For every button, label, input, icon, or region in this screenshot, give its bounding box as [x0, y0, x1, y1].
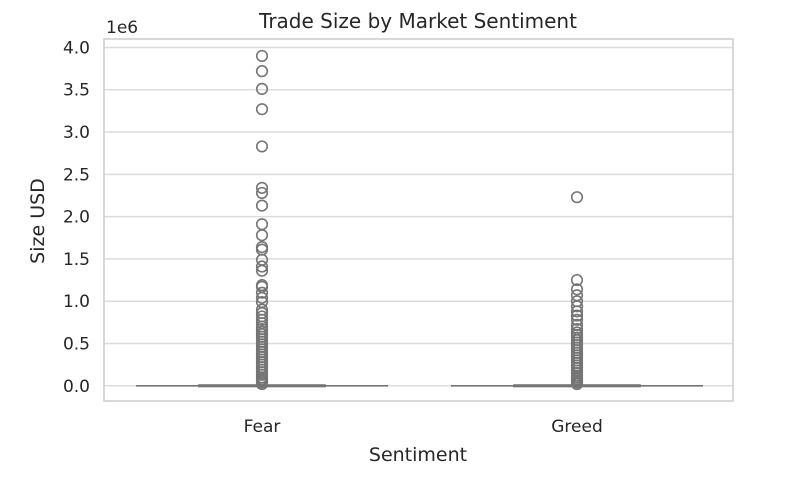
y-offset-label: 1e6 [106, 18, 138, 38]
y-tick-label: 1.0 [63, 292, 90, 312]
outlier-point [255, 199, 269, 212]
box-plot-greed [451, 191, 703, 391]
outlier-point [255, 140, 269, 153]
box-plot-fear [136, 49, 388, 391]
y-tick-label: 2.0 [63, 208, 90, 228]
outlier-point [570, 313, 584, 326]
outlier-point [570, 309, 584, 322]
outlier-point [570, 191, 584, 204]
x-tick-label: Greed [551, 417, 603, 437]
outlier-point [570, 283, 584, 296]
outlier-point [570, 305, 584, 318]
chart-title: Trade Size by Market Sentiment [258, 9, 577, 33]
outlier-point [255, 186, 269, 200]
x-axis-label: Sentiment [369, 444, 467, 466]
outlier-point [255, 291, 269, 304]
y-axis-label: Size USD [27, 178, 49, 264]
plot-frame [103, 38, 734, 402]
box-plots [136, 49, 703, 391]
outlier-point [570, 377, 584, 391]
y-tick-label: 1.5 [63, 250, 90, 270]
outlier-point [255, 377, 269, 391]
y-tick-label: 3.0 [63, 123, 90, 143]
outlier-point [255, 103, 269, 116]
y-tick-labels: 0.0 0.5 1.0 1.5 2.0 2.5 3.0 3.5 4.0 [63, 38, 90, 396]
x-tick-labels: Fear Greed [244, 417, 603, 437]
y-tick-label: 0.0 [63, 377, 90, 397]
outlier-point [255, 260, 269, 273]
outlier-point [255, 82, 269, 96]
outlier-point [255, 313, 269, 326]
outlier-point [255, 49, 269, 63]
outlier-point [255, 240, 269, 254]
outlier-point [255, 229, 269, 242]
y-tick-label: 4.0 [63, 38, 90, 58]
y-tick-label: 2.5 [63, 165, 90, 185]
y-tick-label: 0.5 [63, 334, 90, 354]
outlier-point [255, 243, 269, 256]
y-tick-label: 3.5 [63, 81, 90, 101]
grid-lines [104, 46, 733, 387]
outlier-point [255, 286, 269, 299]
outlier-point [255, 181, 269, 194]
x-tick-label: Fear [244, 417, 281, 437]
outlier-point [255, 264, 269, 277]
outlier-point [255, 218, 269, 231]
outlier-point [570, 273, 584, 287]
outlier-point [570, 300, 584, 313]
outlier-point [255, 65, 269, 78]
